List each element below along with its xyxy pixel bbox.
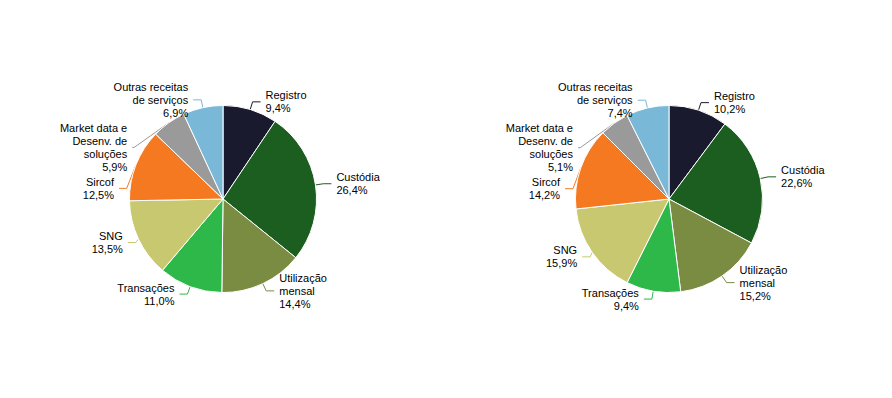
svg-text:Market data e: Market data e <box>506 122 573 134</box>
svg-text:Utilização: Utilização <box>279 272 327 284</box>
svg-text:12,5%: 12,5% <box>83 189 114 201</box>
svg-text:Utilização: Utilização <box>740 264 788 276</box>
svg-text:Transações: Transações <box>582 287 640 299</box>
svg-text:Desenv. de: Desenv. de <box>72 135 127 147</box>
svg-text:SNG: SNG <box>99 230 123 242</box>
svg-text:9,4%: 9,4% <box>266 102 291 114</box>
svg-text:Outras receitas: Outras receitas <box>558 81 633 93</box>
svg-text:14,2%: 14,2% <box>529 189 560 201</box>
svg-text:soluções: soluções <box>530 148 574 160</box>
svg-text:soluções: soluções <box>84 148 128 160</box>
svg-text:Desenv. de: Desenv. de <box>518 135 573 147</box>
svg-text:de serviços: de serviços <box>133 94 189 106</box>
svg-text:26,4%: 26,4% <box>336 184 367 196</box>
svg-text:Market data e: Market data e <box>60 122 127 134</box>
svg-text:6,9%: 6,9% <box>163 107 188 119</box>
svg-text:Custódia: Custódia <box>781 164 825 176</box>
svg-text:5,9%: 5,9% <box>102 161 127 173</box>
svg-text:22,6%: 22,6% <box>781 177 812 189</box>
svg-text:11,0%: 11,0% <box>144 295 175 307</box>
svg-text:9,4%: 9,4% <box>614 300 639 312</box>
svg-text:5,1%: 5,1% <box>548 161 573 173</box>
svg-text:Registro: Registro <box>714 90 755 102</box>
svg-text:13,5%: 13,5% <box>92 243 123 255</box>
svg-text:Sircof: Sircof <box>86 176 115 188</box>
svg-text:Outras receitas: Outras receitas <box>114 81 189 93</box>
svg-text:15,2%: 15,2% <box>740 290 771 302</box>
svg-text:mensal: mensal <box>740 277 775 289</box>
svg-text:Transações: Transações <box>117 282 175 294</box>
svg-text:7,4%: 7,4% <box>608 107 633 119</box>
svg-text:de serviços: de serviços <box>577 94 633 106</box>
svg-text:SNG: SNG <box>553 244 577 256</box>
svg-text:14,4%: 14,4% <box>279 298 310 310</box>
svg-text:mensal: mensal <box>279 285 314 297</box>
svg-text:10,2%: 10,2% <box>714 103 745 115</box>
svg-text:Custódia: Custódia <box>336 171 380 183</box>
svg-text:Registro: Registro <box>266 89 307 101</box>
svg-text:15,9%: 15,9% <box>546 257 577 269</box>
svg-text:Sircof: Sircof <box>532 176 561 188</box>
